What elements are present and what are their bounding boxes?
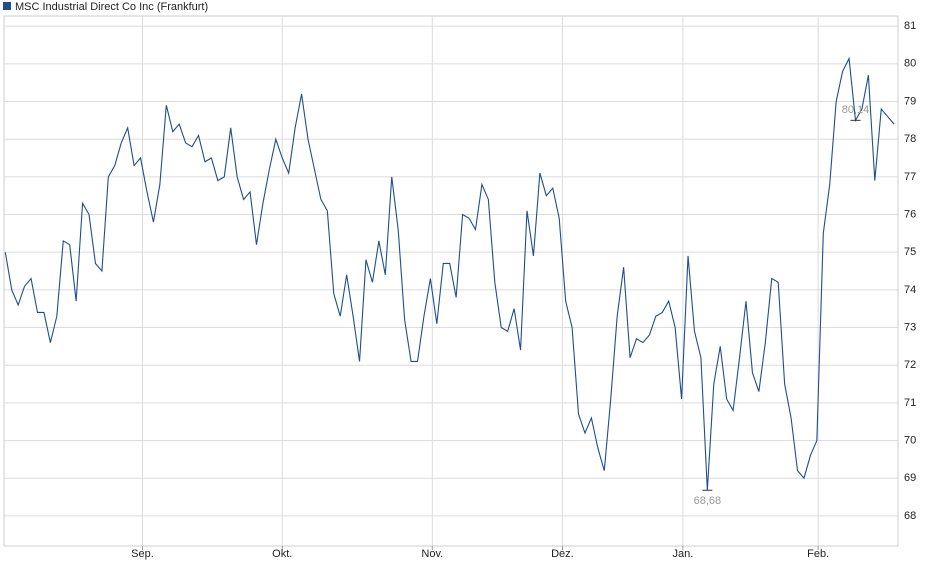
y-tick-label: 81 (904, 20, 916, 32)
y-tick-label: 68 (904, 510, 916, 522)
x-tick-label: Jan. (672, 548, 693, 560)
x-tick-label: Sep. (131, 548, 154, 560)
annotation: 80,14 (842, 104, 870, 116)
line (4, 56, 895, 491)
x-tick-label: Dez. (551, 548, 574, 560)
y-tick-label: 79 (904, 95, 916, 107)
y-tick-label: 73 (904, 321, 916, 333)
y-tick-label: 77 (904, 171, 916, 183)
y-tick-label: 70 (904, 434, 916, 446)
x-tick-label: Feb. (807, 548, 829, 560)
legend-label: MSC Industrial Direct Co Inc (Frankfurt) (15, 1, 208, 13)
y-tick-label: 69 (904, 472, 916, 484)
x-tick-label: Okt. (272, 548, 292, 560)
y-tick-label: 80 (904, 58, 916, 70)
y-tick-label: 72 (904, 359, 916, 371)
y-tick-label: 78 (904, 133, 916, 145)
annotation: 68,68 (694, 495, 722, 507)
legend: MSC Industrial Direct Co Inc (Frankfurt) (3, 1, 208, 13)
legend-swatch (3, 2, 11, 10)
x-tick-label: Nov. (421, 548, 443, 560)
plot-frame (3, 15, 899, 547)
y-tick-label: 75 (904, 246, 916, 258)
y-tick-label: 76 (904, 208, 916, 220)
y-tick-label: 74 (904, 284, 916, 296)
y-tick-label: 71 (904, 397, 916, 409)
